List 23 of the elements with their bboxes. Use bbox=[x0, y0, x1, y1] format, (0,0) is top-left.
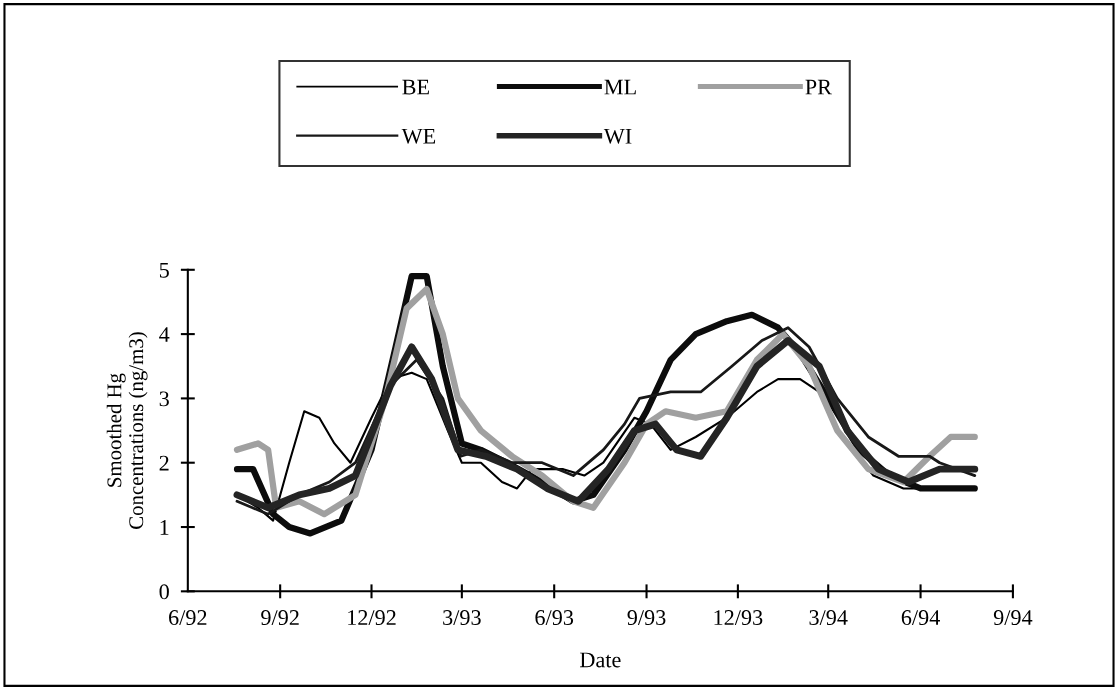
x-tick-label: 3/93 bbox=[443, 610, 481, 626]
legend-label: BE bbox=[402, 79, 429, 95]
y-tick-label: 5 bbox=[159, 262, 169, 278]
x-tick-label: 3/94 bbox=[809, 610, 848, 626]
x-tick-label: 6/93 bbox=[535, 610, 574, 626]
x-tick-label: 12/92 bbox=[348, 610, 396, 626]
x-tick-label: 12/93 bbox=[714, 610, 763, 626]
y-tick-label: 2 bbox=[159, 455, 169, 471]
legend-label: ML bbox=[604, 79, 636, 95]
y-tick-label: 0 bbox=[159, 584, 169, 600]
x-tick-label: 6/92 bbox=[169, 610, 207, 626]
x-tick-label: 9/92 bbox=[261, 610, 299, 626]
y-tick-label: 3 bbox=[159, 391, 169, 407]
x-axis-title: Date bbox=[580, 652, 621, 668]
legend-label: PR bbox=[805, 79, 832, 95]
x-tick-label: 6/94 bbox=[901, 610, 940, 626]
y-tick-label: 4 bbox=[159, 327, 170, 342]
x-tick-label: 9/94 bbox=[993, 610, 1033, 626]
y-tick-label: 1 bbox=[160, 520, 169, 535]
legend-label: WI bbox=[603, 128, 632, 144]
x-tick-label: 9/93 bbox=[627, 610, 666, 626]
legend-label: WE bbox=[401, 128, 436, 144]
y-axis-title: Smoothed Hg Concentrations (ng/m3) bbox=[106, 332, 148, 529]
